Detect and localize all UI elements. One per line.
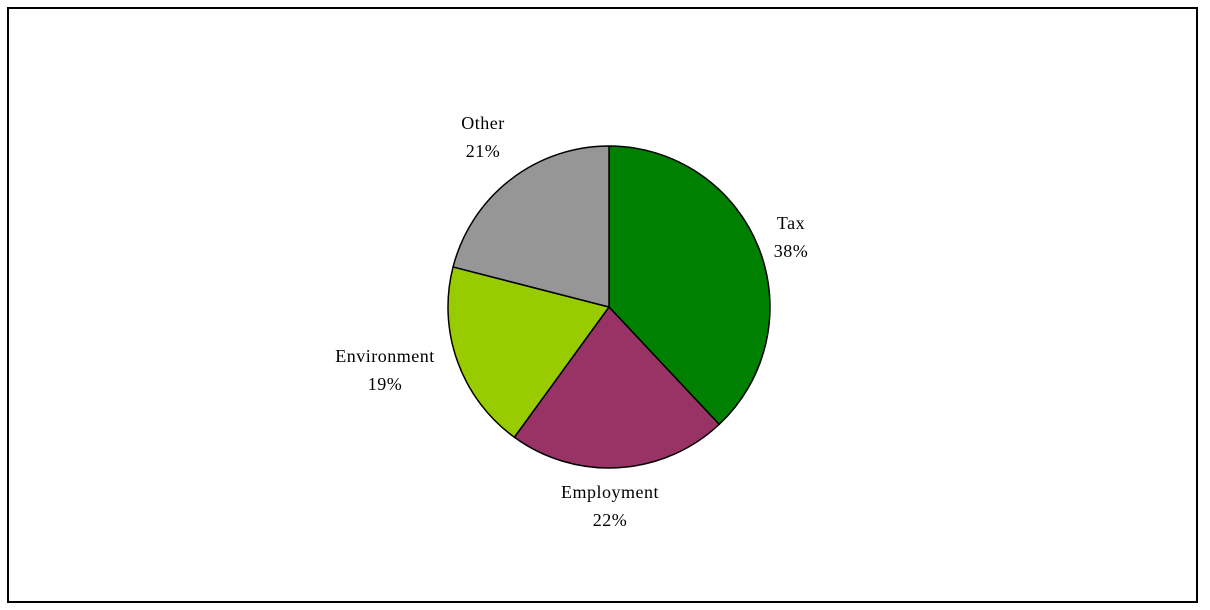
slice-value-label-other: 21%: [466, 141, 501, 161]
pie-slice-other: [452, 145, 610, 308]
pie-slices: [447, 145, 771, 469]
pie-labels: Tax 38% Employment 22% Environment 19% Other 21…: [335, 113, 809, 530]
pie-slice-employment: [513, 306, 720, 469]
slice-value-label-environment: 19%: [368, 374, 403, 394]
pie-slice-tax: [608, 145, 771, 426]
pie-slice-environment: [447, 266, 610, 438]
slice-value-label-employment: 22%: [593, 510, 628, 530]
slice-label-tax: Tax: [777, 213, 805, 233]
slice-label-other: Other: [461, 113, 504, 133]
slice-label-environment: Environment: [335, 346, 434, 366]
slice-label-employment: Employment: [561, 482, 659, 502]
slice-value-label-tax: 38%: [774, 241, 809, 261]
